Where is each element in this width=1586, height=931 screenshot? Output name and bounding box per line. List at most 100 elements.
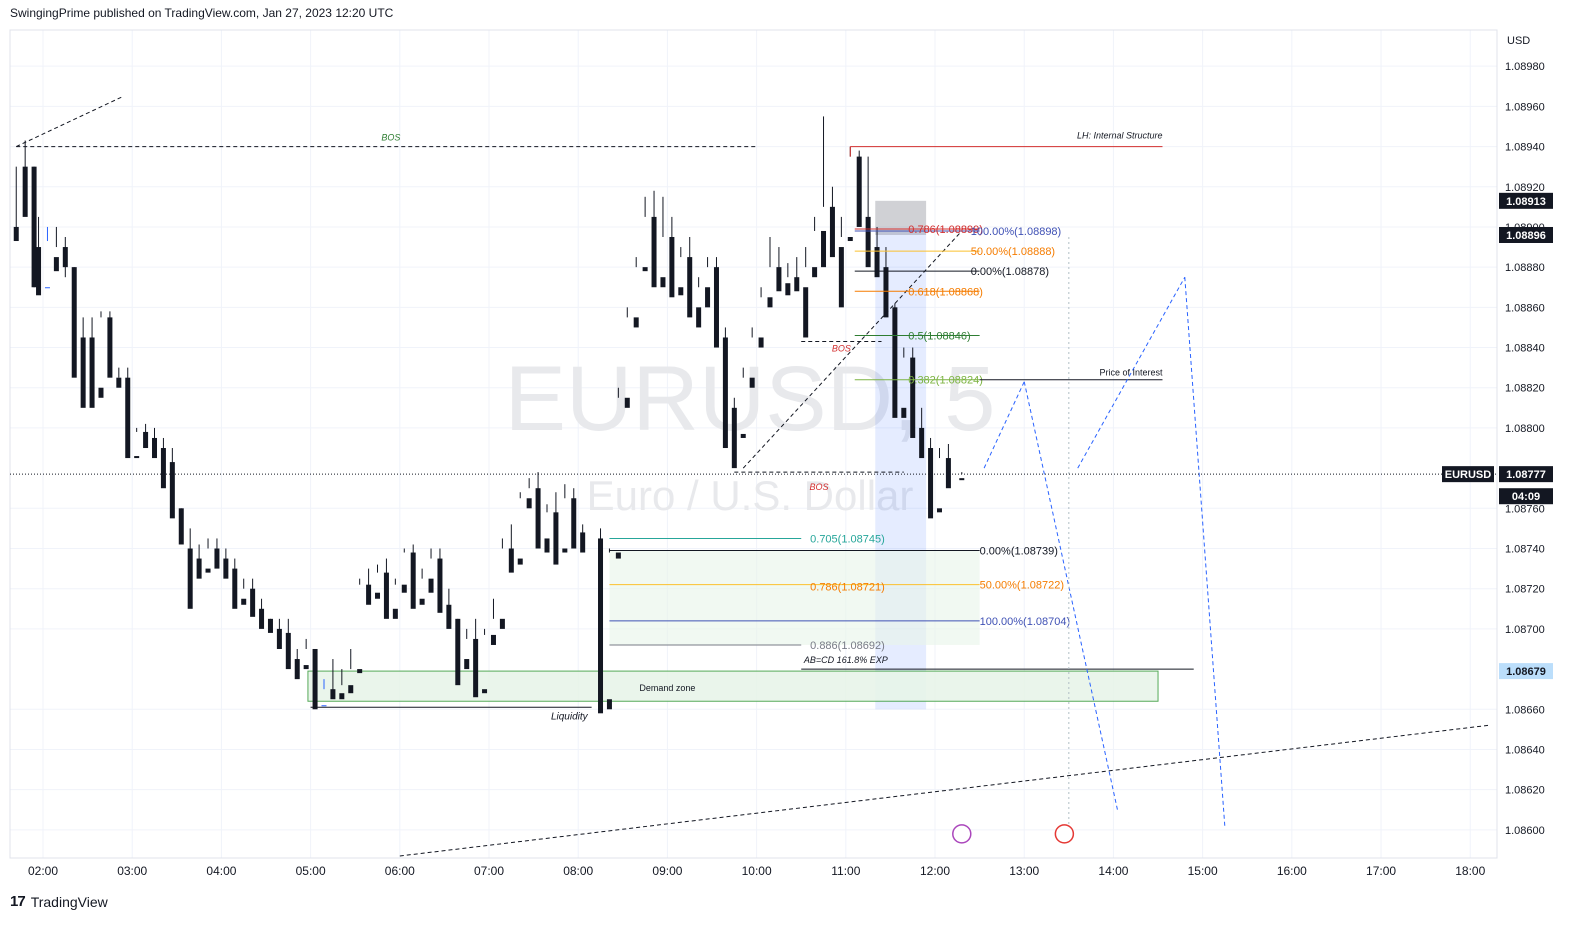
candle-body bbox=[615, 552, 621, 559]
price-label-box bbox=[1499, 192, 1553, 209]
candle-body bbox=[330, 689, 336, 700]
candle-body bbox=[490, 634, 496, 645]
candle-body bbox=[936, 508, 942, 513]
y-tick-label: 1.08880 bbox=[1505, 262, 1545, 274]
candle-body bbox=[259, 608, 265, 629]
x-tick-label: 16:00 bbox=[1277, 864, 1307, 878]
candle-body bbox=[116, 377, 122, 388]
candle-body bbox=[285, 632, 291, 670]
candle-body bbox=[107, 317, 113, 378]
lh-label: LH: Internal Structure bbox=[1077, 131, 1163, 141]
bos-label-top: BOS bbox=[381, 133, 400, 143]
candle-body bbox=[928, 448, 934, 519]
fib-lower-label: 0.705(1.08745) bbox=[810, 533, 885, 545]
y-tick-label: 1.08980 bbox=[1505, 61, 1545, 73]
candle-body bbox=[36, 247, 42, 296]
fib-upper-label: 0.618(1.08868) bbox=[908, 286, 983, 298]
candle-body bbox=[892, 307, 898, 418]
candle-body bbox=[544, 538, 550, 553]
candle-body bbox=[767, 297, 773, 308]
fib-upper-label: 0.5(1.08846) bbox=[908, 330, 970, 342]
candle-body bbox=[696, 307, 702, 328]
price-label-box bbox=[1499, 663, 1553, 680]
candle-body bbox=[143, 431, 149, 449]
candle-body bbox=[160, 448, 166, 489]
x-tick-label: 14:00 bbox=[1098, 864, 1128, 878]
candle-body bbox=[410, 552, 416, 609]
candle-body bbox=[214, 548, 220, 569]
price-label-text: 1.08679 bbox=[1506, 666, 1546, 678]
zones-layer bbox=[307, 200, 1159, 710]
bos-label-mid: BOS bbox=[810, 482, 829, 492]
candle-body bbox=[553, 512, 559, 565]
trendline-rising bbox=[742, 230, 963, 469]
fib-lower-label: 50.00%(1.08722) bbox=[980, 580, 1064, 592]
candle-body bbox=[401, 584, 407, 593]
candle-body bbox=[758, 337, 764, 348]
y-tick-label: 1.08940 bbox=[1505, 142, 1545, 154]
x-tick-label: 05:00 bbox=[296, 864, 326, 878]
candle-body bbox=[847, 237, 853, 242]
fib-lower-label: 100.00%(1.08704) bbox=[980, 616, 1071, 628]
publisher-header: SwingingPrime published on TradingView.c… bbox=[10, 6, 394, 20]
candle-body bbox=[276, 628, 282, 649]
projection-path bbox=[1077, 276, 1186, 469]
watermark-subtitle: Euro / U.S. Dollar bbox=[587, 472, 914, 519]
y-tick-label: 1.08600 bbox=[1505, 825, 1545, 837]
candle-body bbox=[865, 216, 871, 268]
candle-body bbox=[883, 267, 889, 318]
candle-body bbox=[829, 206, 835, 258]
candle-body bbox=[838, 247, 844, 308]
candle-body bbox=[321, 705, 327, 707]
candle-body bbox=[651, 216, 657, 288]
candle-body bbox=[785, 283, 791, 296]
x-tick-label: 10:00 bbox=[742, 864, 772, 878]
liquidity-label: Liquidity bbox=[551, 711, 589, 722]
candle-body bbox=[580, 532, 586, 553]
abcd-label: AB=CD 161.8% EXP bbox=[803, 655, 888, 665]
axes-layer: 1.089801.089601.089401.089201.089001.088… bbox=[9, 29, 1553, 878]
candle-body bbox=[660, 277, 666, 288]
candle-body bbox=[62, 247, 68, 268]
candle-body bbox=[571, 498, 577, 549]
candle-body bbox=[919, 427, 925, 459]
price-label-text: EURUSD bbox=[1445, 469, 1492, 481]
fib-lower-label: 0.786(1.08721) bbox=[810, 582, 885, 594]
trendline-lower bbox=[399, 724, 1489, 857]
candle-body bbox=[731, 407, 737, 469]
candle-body bbox=[464, 659, 470, 670]
fib-box-zone bbox=[609, 550, 980, 645]
price-label-box bbox=[1499, 226, 1553, 243]
candle-body bbox=[375, 592, 381, 599]
candle-body bbox=[53, 257, 59, 272]
candle-body bbox=[910, 357, 916, 438]
y-tick-label: 1.08920 bbox=[1505, 182, 1545, 194]
y-tick-label: 1.08820 bbox=[1505, 383, 1545, 395]
fib-upper-label: 100.00%(1.08898) bbox=[971, 226, 1062, 238]
x-tick-label: 15:00 bbox=[1188, 864, 1218, 878]
candle-body bbox=[959, 478, 965, 481]
candle-body bbox=[303, 665, 309, 670]
fib-upper-label: 0.786(1.08899) bbox=[908, 224, 983, 236]
candle-body bbox=[455, 618, 461, 686]
x-tick-label: 17:00 bbox=[1366, 864, 1396, 878]
candle-body bbox=[535, 488, 541, 549]
y-tick-label: 1.08960 bbox=[1505, 101, 1545, 113]
candle-body bbox=[223, 558, 229, 579]
candle-body bbox=[44, 287, 50, 289]
candle-body bbox=[178, 508, 184, 545]
x-tick-label: 11:00 bbox=[831, 864, 860, 878]
candle-body bbox=[31, 166, 37, 288]
candle-body bbox=[267, 618, 273, 633]
candle-body bbox=[713, 267, 719, 348]
candle-body bbox=[749, 377, 755, 388]
candle-body bbox=[339, 693, 345, 700]
candle-body bbox=[80, 337, 86, 408]
tradingview-brand: TradingView bbox=[30, 893, 108, 910]
candle-body bbox=[125, 377, 131, 459]
fib-upper-label: 0.382(1.08824) bbox=[908, 375, 983, 387]
y-tick-label: 1.08620 bbox=[1505, 785, 1545, 797]
candle-body bbox=[22, 166, 28, 217]
x-tick-label: 06:00 bbox=[385, 864, 415, 878]
